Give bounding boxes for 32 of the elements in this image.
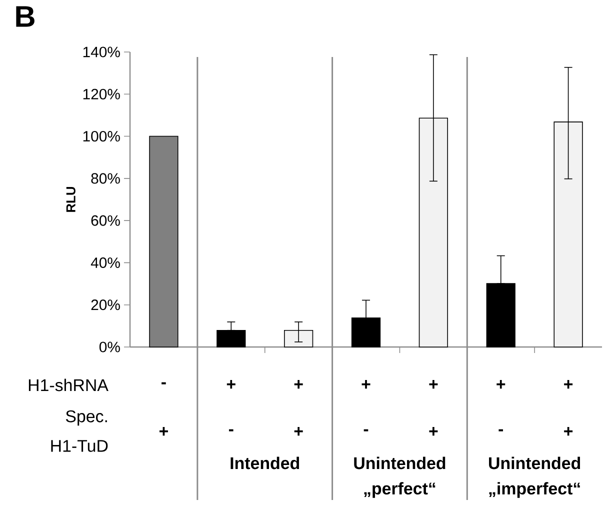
y-tick-label: 100% <box>83 130 120 142</box>
text: + <box>294 380 303 389</box>
text: + <box>159 427 168 436</box>
text: H1-shRNA <box>28 378 108 392</box>
text: + <box>564 380 573 389</box>
text: + <box>429 427 438 436</box>
y-tick-label: 140% <box>83 46 120 58</box>
y-tick-label: 80% <box>91 173 120 184</box>
text: + <box>294 427 303 436</box>
text: H1-TuD <box>51 440 108 452</box>
text: + <box>564 427 573 436</box>
text: - <box>162 382 166 384</box>
text: Unintended <box>354 456 446 470</box>
y-tick-label: 60% <box>91 215 120 226</box>
text: - <box>228 429 234 432</box>
y-tick-label: 40% <box>90 257 120 268</box>
text: „imperfect“ <box>489 482 580 498</box>
text: „perfect“ <box>364 482 436 498</box>
y-axis-title: RLU <box>66 186 76 212</box>
text: + <box>429 380 438 389</box>
y-tick-label: 120% <box>83 88 120 100</box>
text: - <box>498 429 504 432</box>
text: Intended <box>230 456 300 470</box>
text: Unintended <box>489 456 580 470</box>
y-tick-label: 0% <box>99 342 120 352</box>
text: - <box>364 429 368 432</box>
text: + <box>226 380 236 389</box>
text: + <box>496 380 506 389</box>
y-tick-label: 20% <box>91 300 120 310</box>
text: Spec. <box>66 410 107 426</box>
chart-title: B <box>16 6 34 27</box>
text: + <box>362 380 370 389</box>
